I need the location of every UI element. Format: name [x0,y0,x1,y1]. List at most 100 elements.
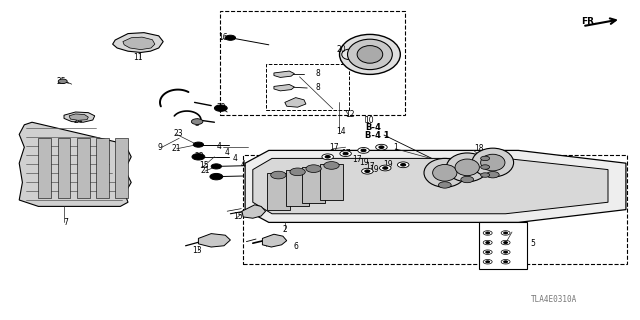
Polygon shape [69,114,88,120]
Circle shape [362,168,373,174]
Circle shape [225,35,236,40]
Circle shape [504,232,508,234]
Bar [58,138,70,198]
Circle shape [343,152,348,155]
Bar [266,64,349,110]
Ellipse shape [481,154,505,171]
Text: 4: 4 [225,148,230,157]
Text: 19: 19 [383,160,393,169]
Circle shape [290,168,305,176]
Circle shape [486,251,490,253]
Polygon shape [285,98,306,107]
Text: 23: 23 [195,152,205,161]
Circle shape [481,173,490,177]
Circle shape [397,162,409,168]
Text: 17: 17 [340,149,351,158]
Ellipse shape [339,35,401,75]
Circle shape [481,165,490,169]
Text: TLA4E0310A: TLA4E0310A [531,295,577,304]
Bar [77,138,90,198]
Polygon shape [19,122,131,206]
Polygon shape [123,37,155,50]
Bar [243,155,627,264]
Ellipse shape [348,39,392,70]
Circle shape [358,148,369,153]
Circle shape [383,167,388,169]
Circle shape [483,240,492,245]
Bar [220,11,405,115]
Circle shape [504,242,508,244]
Circle shape [325,156,330,158]
Text: 18: 18 [474,161,483,170]
Text: 4: 4 [216,142,221,151]
Polygon shape [113,33,163,52]
Circle shape [486,242,490,244]
Text: 15: 15 [233,212,243,221]
Circle shape [193,142,204,147]
Circle shape [379,146,384,148]
Text: B-4 1: B-4 1 [365,131,389,140]
Text: 21: 21 [172,144,180,153]
Polygon shape [198,234,230,247]
Circle shape [461,176,474,183]
Ellipse shape [433,164,457,181]
Ellipse shape [357,46,383,63]
Text: 16: 16 [218,33,228,42]
Bar [267,173,290,210]
Circle shape [361,149,366,152]
Polygon shape [245,150,626,222]
Polygon shape [64,112,95,122]
Circle shape [486,172,499,178]
Circle shape [501,250,510,254]
Ellipse shape [455,159,479,176]
Text: 8: 8 [315,83,320,92]
Polygon shape [253,158,608,214]
Polygon shape [262,234,287,247]
Text: 24: 24 [73,116,83,125]
Text: 10: 10 [364,116,374,125]
Polygon shape [274,84,294,91]
Text: 5: 5 [530,239,535,248]
Text: 14: 14 [336,127,346,136]
Text: 21: 21 [200,166,209,175]
Text: 2: 2 [282,225,287,234]
Circle shape [501,240,510,245]
Text: 4: 4 [233,154,238,163]
Text: 1: 1 [393,143,398,152]
Bar [320,164,343,200]
Text: FR.: FR. [581,17,598,26]
Bar [479,222,527,269]
Text: 17: 17 [329,143,339,152]
Ellipse shape [424,158,466,187]
Text: 25: 25 [56,77,67,86]
Circle shape [483,260,492,264]
Polygon shape [242,205,266,218]
Text: 22: 22 [216,103,225,112]
Circle shape [501,231,510,235]
Bar [96,138,109,198]
Text: 7: 7 [63,218,68,227]
Circle shape [214,105,227,111]
Circle shape [486,261,490,263]
Circle shape [486,232,490,234]
Text: 9: 9 [157,143,163,152]
Text: 15: 15 [198,161,209,170]
Circle shape [504,251,508,253]
Text: 4: 4 [241,160,246,169]
Circle shape [380,165,391,171]
Ellipse shape [342,49,356,60]
Circle shape [340,151,351,156]
Circle shape [483,231,492,235]
Circle shape [191,119,203,124]
Text: 18: 18 [474,144,483,153]
Text: 23: 23 [173,129,183,138]
Bar [286,170,309,206]
Bar [302,167,325,203]
Circle shape [483,250,492,254]
Circle shape [271,171,286,179]
Circle shape [365,170,370,172]
Text: 18: 18 [474,153,483,162]
Circle shape [401,164,406,166]
Polygon shape [274,71,294,77]
Text: 20: 20 [336,45,346,54]
